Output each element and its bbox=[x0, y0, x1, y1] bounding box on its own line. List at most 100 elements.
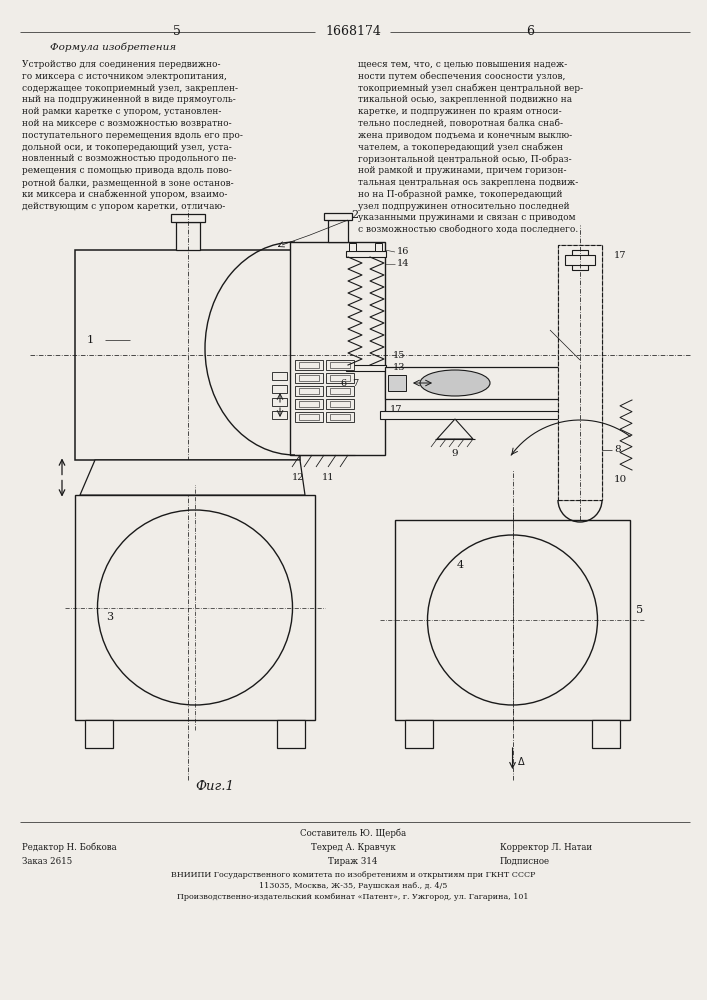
Text: 4: 4 bbox=[457, 560, 464, 570]
Bar bbox=[395, 520, 630, 720]
Bar bbox=[405, 720, 433, 748]
Text: Техред А. Кравчук: Техред А. Кравчук bbox=[310, 843, 395, 852]
Bar bbox=[330, 362, 350, 368]
Text: 113035, Москва, Ж-35, Раушская наб., д. 4/5: 113035, Москва, Ж-35, Раушская наб., д. … bbox=[259, 882, 448, 890]
Bar bbox=[330, 388, 350, 394]
Text: 3: 3 bbox=[107, 612, 114, 622]
Text: го миксера с источником электропитания,: го миксера с источником электропитания, bbox=[22, 72, 227, 81]
Text: с возможностью свободного хода последнего.: с возможностью свободного хода последнег… bbox=[358, 225, 578, 234]
Bar bbox=[346, 365, 386, 371]
Text: 10: 10 bbox=[614, 476, 627, 485]
Text: Тираж 314: Тираж 314 bbox=[328, 857, 378, 866]
Text: новленный с возможностью продольного пе-: новленный с возможностью продольного пе- bbox=[22, 154, 236, 163]
Text: 5: 5 bbox=[173, 25, 181, 38]
Text: ной на миксере с возможностью возвратно-: ной на миксере с возможностью возвратно- bbox=[22, 119, 232, 128]
Ellipse shape bbox=[420, 370, 490, 396]
Bar bbox=[75, 495, 315, 720]
Text: но на П-образной рамке, токопередающий: но на П-образной рамке, токопередающий bbox=[358, 190, 563, 199]
Bar bbox=[388, 375, 406, 391]
Bar bbox=[349, 243, 356, 251]
Text: 2: 2 bbox=[351, 210, 358, 220]
Text: ной рамки каретке с упором, установлен-: ной рамки каретке с упором, установлен- bbox=[22, 107, 221, 116]
Text: содержащее токоприемный узел, закреплен-: содержащее токоприемный узел, закреплен- bbox=[22, 84, 238, 93]
Text: Производственно-издательский комбинат «Патент», г. Ужгород, ул. Гагарина, 101: Производственно-издательский комбинат «П… bbox=[177, 893, 529, 901]
Text: 11: 11 bbox=[322, 473, 334, 482]
Bar bbox=[326, 412, 354, 422]
Text: тельно последней, поворотная балка снаб-: тельно последней, поворотная балка снаб- bbox=[358, 119, 563, 128]
Text: ротной балки, размещенной в зоне останов-: ротной балки, размещенной в зоне останов… bbox=[22, 178, 233, 188]
Text: 15: 15 bbox=[393, 351, 405, 360]
Bar bbox=[346, 251, 386, 257]
Text: тальная центральная ось закреплена подвиж-: тальная центральная ось закреплена подви… bbox=[358, 178, 578, 187]
Bar bbox=[295, 399, 323, 409]
Text: Заказ 2615: Заказ 2615 bbox=[22, 857, 72, 866]
Text: ремещения с помощью привода вдоль пово-: ремещения с помощью привода вдоль пово- bbox=[22, 166, 232, 175]
Text: 9: 9 bbox=[452, 450, 458, 458]
Bar bbox=[295, 386, 323, 396]
Polygon shape bbox=[80, 460, 305, 495]
Bar bbox=[326, 373, 354, 383]
Text: 16: 16 bbox=[397, 247, 409, 256]
Text: 1668174: 1668174 bbox=[325, 25, 381, 38]
Bar bbox=[272, 372, 287, 380]
Text: чателем, а токопередающий узел снабжен: чателем, а токопередающий узел снабжен bbox=[358, 143, 563, 152]
Bar bbox=[326, 399, 354, 409]
Text: указанными пружинами и связан с приводом: указанными пружинами и связан с приводом bbox=[358, 213, 575, 222]
Bar bbox=[327, 220, 348, 242]
Text: дольной оси, и токопередающий узел, уста-: дольной оси, и токопередающий узел, уста… bbox=[22, 143, 232, 152]
Text: токоприемный узел снабжен центральной вер-: токоприемный узел снабжен центральной ве… bbox=[358, 84, 583, 93]
Bar bbox=[375, 243, 382, 251]
Bar bbox=[170, 214, 204, 222]
Text: 5: 5 bbox=[636, 605, 643, 615]
Text: 14: 14 bbox=[397, 259, 409, 268]
Bar bbox=[277, 720, 305, 748]
Bar bbox=[565, 255, 595, 265]
Bar bbox=[295, 412, 323, 422]
Bar bbox=[385, 367, 560, 399]
Bar bbox=[330, 401, 350, 407]
Text: узел подпружинен относительно последней: узел подпружинен относительно последней bbox=[358, 202, 570, 211]
Bar bbox=[299, 375, 319, 381]
Bar bbox=[592, 720, 620, 748]
Text: 17: 17 bbox=[614, 250, 626, 259]
Text: Составитель Ю. Щерба: Составитель Ю. Щерба bbox=[300, 828, 406, 838]
Polygon shape bbox=[437, 419, 473, 439]
Bar bbox=[75, 250, 300, 460]
Text: каретке, и подпружинен по краям относи-: каретке, и подпружинен по краям относи- bbox=[358, 107, 561, 116]
Bar bbox=[324, 213, 351, 220]
Bar bbox=[299, 414, 319, 420]
Text: Устройство для соединения передвижно-: Устройство для соединения передвижно- bbox=[22, 60, 221, 69]
Bar bbox=[558, 245, 602, 500]
Bar bbox=[330, 414, 350, 420]
Text: Корректор Л. Натаи: Корректор Л. Натаи bbox=[500, 843, 592, 852]
Bar bbox=[380, 411, 590, 419]
Text: горизонтальной центральной осью, П-образ-: горизонтальной центральной осью, П-образ… bbox=[358, 154, 572, 164]
Text: 6: 6 bbox=[340, 378, 346, 387]
Bar bbox=[272, 385, 287, 393]
Bar bbox=[299, 388, 319, 394]
Bar bbox=[558, 245, 602, 500]
Text: 8: 8 bbox=[614, 446, 621, 454]
Text: Формула изобретения: Формула изобретения bbox=[50, 42, 176, 51]
Text: 6: 6 bbox=[526, 25, 534, 38]
Bar bbox=[299, 401, 319, 407]
Bar bbox=[295, 360, 323, 370]
Text: жена приводом подъема и конечным выклю-: жена приводом подъема и конечным выклю- bbox=[358, 131, 572, 140]
Text: 1: 1 bbox=[86, 335, 93, 345]
Bar bbox=[299, 362, 319, 368]
Text: поступательного перемещения вдоль его про-: поступательного перемещения вдоль его пр… bbox=[22, 131, 243, 140]
Bar bbox=[175, 222, 199, 250]
Text: Редактор Н. Бобкова: Редактор Н. Бобкова bbox=[22, 843, 117, 852]
Text: 12: 12 bbox=[292, 473, 304, 482]
Text: щееся тем, что, с целью повышения надеж-: щееся тем, что, с целью повышения надеж- bbox=[358, 60, 567, 69]
Bar bbox=[295, 373, 323, 383]
Text: 13: 13 bbox=[393, 362, 406, 371]
Bar bbox=[326, 360, 354, 370]
Text: тикальной осью, закрепленной подвижно на: тикальной осью, закрепленной подвижно на bbox=[358, 95, 572, 104]
Text: ВНИИПИ Государственного комитета по изобретениям и открытиям при ГКНТ СССР: ВНИИПИ Государственного комитета по изоб… bbox=[171, 871, 535, 879]
Bar bbox=[272, 411, 287, 419]
Text: ности путем обеспечения соосности узлов,: ности путем обеспечения соосности узлов, bbox=[358, 72, 566, 81]
Text: 17: 17 bbox=[390, 406, 402, 414]
Text: ной рамкой и пружинами, причем горизон-: ной рамкой и пружинами, причем горизон- bbox=[358, 166, 566, 175]
Bar bbox=[272, 398, 287, 406]
